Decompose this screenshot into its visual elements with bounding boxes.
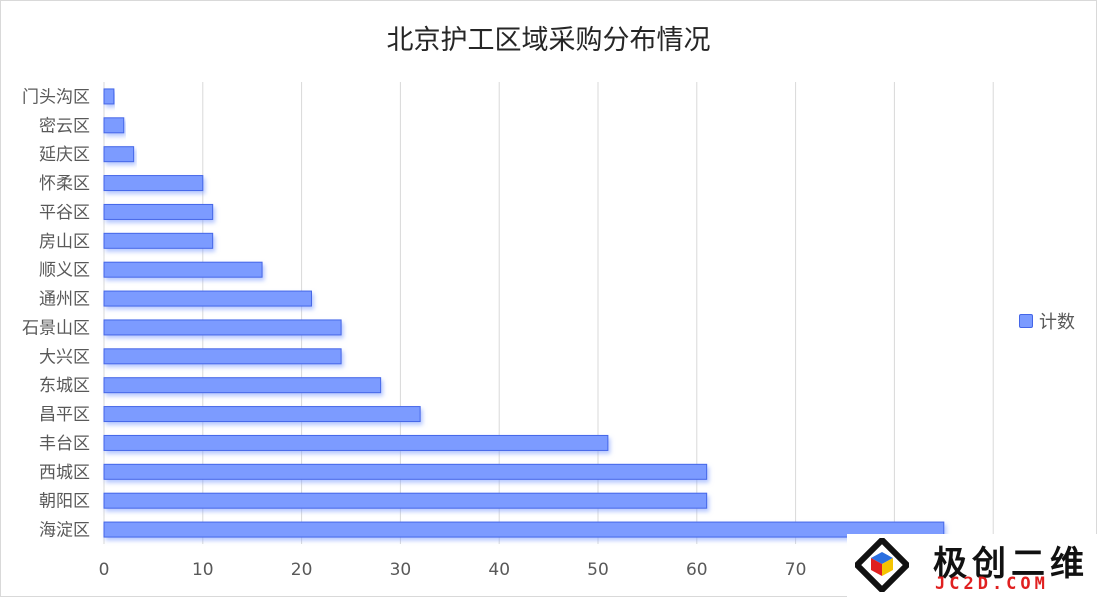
logo-icon [855, 538, 909, 592]
x-tick-label: 20 [291, 560, 313, 580]
category-label: 延庆区 [39, 145, 90, 165]
watermark-subtext: JC2D.COM [935, 574, 1049, 594]
watermark: 极创二维 JC2D.COM [847, 534, 1097, 597]
category-label: 平谷区 [39, 203, 90, 223]
bar [103, 290, 312, 307]
category-label: 海淀区 [39, 521, 90, 541]
bar [103, 117, 125, 134]
category-label: 门头沟区 [22, 87, 90, 107]
x-tick-label: 70 [785, 560, 807, 580]
bar [103, 175, 204, 192]
category-label: 大兴区 [39, 347, 90, 367]
bar [103, 377, 382, 394]
category-label: 顺义区 [39, 261, 90, 281]
legend-swatch [1019, 314, 1033, 328]
x-tick-label: 30 [390, 560, 412, 580]
category-label: 昌平区 [39, 405, 90, 425]
bar [103, 492, 708, 509]
legend-label: 计数 [1039, 312, 1075, 333]
bar [103, 406, 421, 423]
x-tick-label: 10 [192, 560, 214, 580]
category-label: 西城区 [39, 463, 90, 483]
category-label: 房山区 [39, 232, 90, 252]
bar [103, 434, 609, 451]
bar [103, 348, 342, 365]
category-label: 密云区 [39, 116, 90, 136]
category-label: 通州区 [39, 290, 90, 310]
x-tick-label: 50 [587, 560, 609, 580]
bar [103, 521, 945, 538]
x-tick-label: 60 [686, 560, 708, 580]
bar [103, 319, 342, 336]
chart-legend: 计数 [1019, 308, 1075, 334]
category-label: 丰台区 [39, 434, 90, 454]
category-label: 东城区 [39, 376, 90, 396]
x-tick-label: 0 [99, 560, 110, 580]
bar [103, 463, 708, 480]
bar [103, 261, 263, 278]
bar [103, 146, 135, 163]
chart-title: 北京护工区域采购分布情况 [386, 25, 711, 56]
watermark-text: 极创二维 [933, 544, 1089, 584]
category-label: 石景山区 [22, 318, 90, 338]
bar [103, 232, 214, 249]
category-label: 朝阳区 [39, 492, 90, 512]
category-label: 怀柔区 [39, 174, 90, 194]
bar [103, 88, 115, 105]
bar [103, 203, 214, 220]
x-tick-label: 40 [488, 560, 510, 580]
